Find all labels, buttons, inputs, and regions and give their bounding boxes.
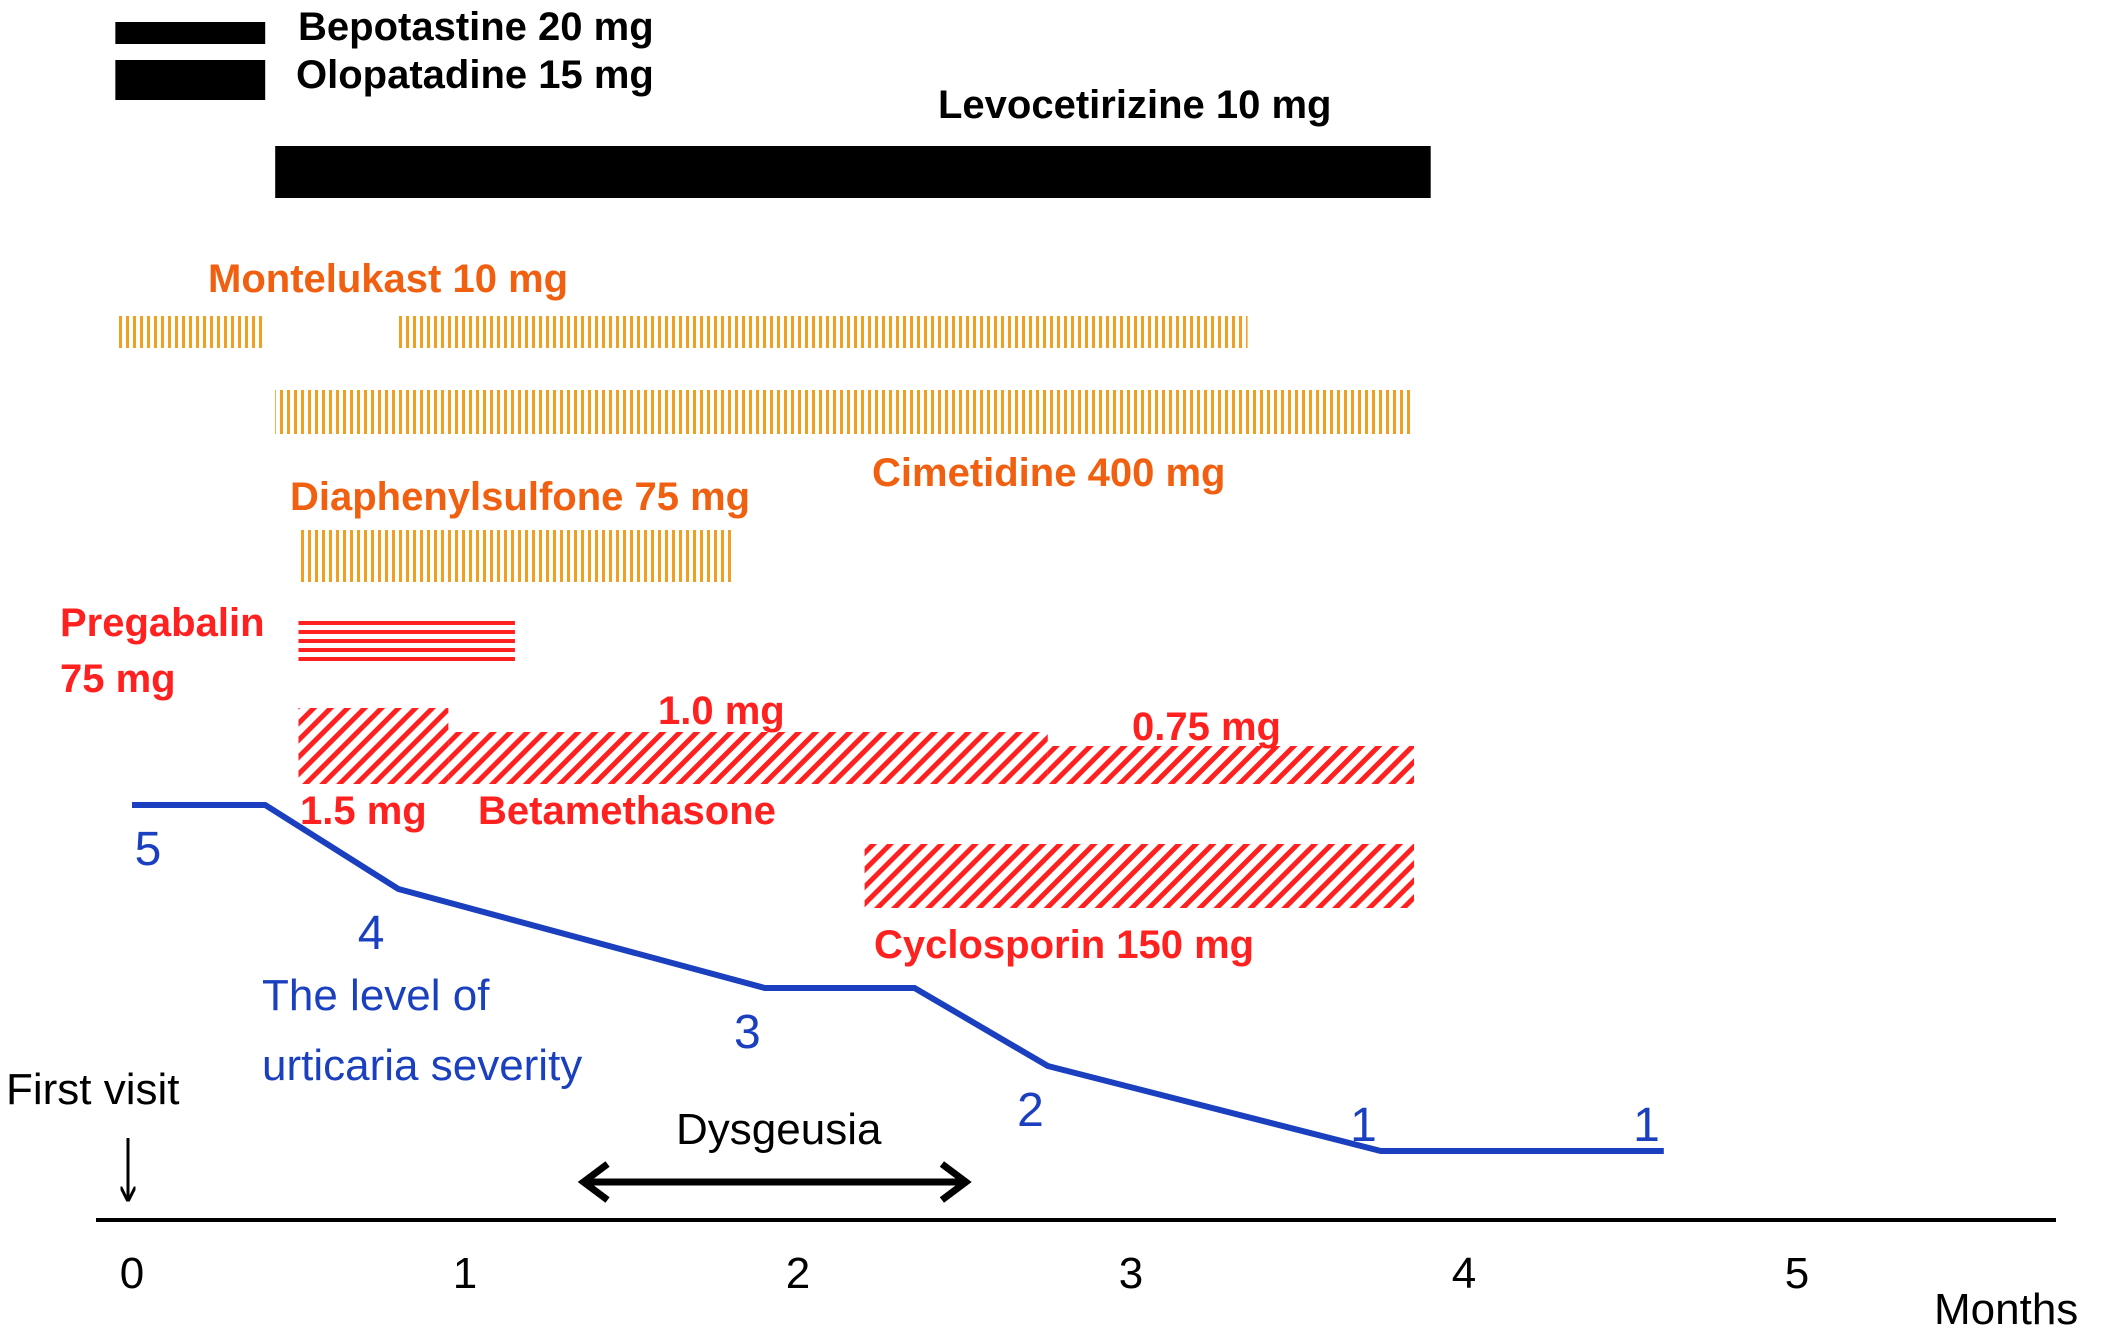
drug-bar-diaphenylsulfone-0 xyxy=(298,530,732,582)
label-pregabalin: Pregabalin xyxy=(60,601,265,645)
dysgeusia-arrow-left-head xyxy=(577,1161,610,1203)
x-tick-label-3: 3 xyxy=(1119,1249,1143,1298)
dysgeusia-arrow-right-head xyxy=(939,1161,972,1203)
label-cyclosporin: Cyclosporin 150 mg xyxy=(874,923,1254,967)
drug-bar-montelukast-0 xyxy=(115,316,266,348)
label-betamethasone-dose-2: 1.0 mg xyxy=(658,689,785,733)
x-tick-label-4: 4 xyxy=(1452,1249,1476,1298)
drug-bar-montelukast-1 xyxy=(398,316,1248,348)
label-olopatadine: Olopatadine 15 mg xyxy=(296,53,654,97)
severity-title-line2: urticaria severity xyxy=(262,1041,582,1090)
severity-line xyxy=(132,802,1664,1154)
severity-label-0: 5 xyxy=(135,823,162,876)
x-axis-ticks: 0 1 2 3 4 5 xyxy=(120,1249,1809,1298)
drug-bar-betamethasone-2 xyxy=(1047,746,1415,784)
first-visit-label: First visit xyxy=(6,1065,180,1114)
label-diaphenylsulfone: Diaphenylsulfone 75 mg xyxy=(290,475,750,519)
label-pregabalin-dose: 75 mg xyxy=(60,657,176,701)
label-betamethasone-dose-1: 1.5 mg xyxy=(300,789,427,833)
x-tick-label-2: 2 xyxy=(786,1249,810,1298)
drug-bar-betamethasone-1 xyxy=(448,732,1048,784)
drug-bar-cimetidine-0 xyxy=(275,390,1415,434)
severity-label-3: 2 xyxy=(1017,1084,1044,1137)
drug-bar-pregabalin-0 xyxy=(298,620,515,666)
x-axis-label: Months xyxy=(1934,1285,2078,1334)
x-tick-label-0: 0 xyxy=(120,1249,144,1298)
label-betamethasone: Betamethasone xyxy=(478,789,776,833)
severity-title-line1: The level of xyxy=(262,971,490,1020)
severity-label-5: 1 xyxy=(1633,1099,1660,1152)
drug-bar-bepotastine-0 xyxy=(115,22,266,44)
drug-bar-olopatadine-0 xyxy=(115,60,266,100)
drug-bar-levocetirizine-0 xyxy=(275,146,1431,198)
severity-labels: 5 4 3 2 1 1 xyxy=(135,823,1660,1152)
label-levocetirizine: Levocetirizine 10 mg xyxy=(938,83,1331,127)
drug-bar-cyclosporin-0 xyxy=(864,844,1415,908)
severity-label-4: 1 xyxy=(1350,1099,1377,1152)
x-tick-label-5: 5 xyxy=(1785,1249,1809,1298)
dysgeusia-label: Dysgeusia xyxy=(676,1105,882,1154)
severity-label-1: 4 xyxy=(358,907,385,960)
severity-label-2: 3 xyxy=(734,1006,761,1059)
label-betamethasone-dose-3: 0.75 mg xyxy=(1132,705,1281,749)
label-montelukast: Montelukast 10 mg xyxy=(208,257,568,301)
x-tick-label-1: 1 xyxy=(453,1249,477,1298)
drug-bars xyxy=(115,22,1431,908)
label-cimetidine: Cimetidine 400 mg xyxy=(872,451,1225,495)
label-bepotastine: Bepotastine 20 mg xyxy=(298,5,654,49)
drug-bar-betamethasone-0 xyxy=(298,708,449,784)
